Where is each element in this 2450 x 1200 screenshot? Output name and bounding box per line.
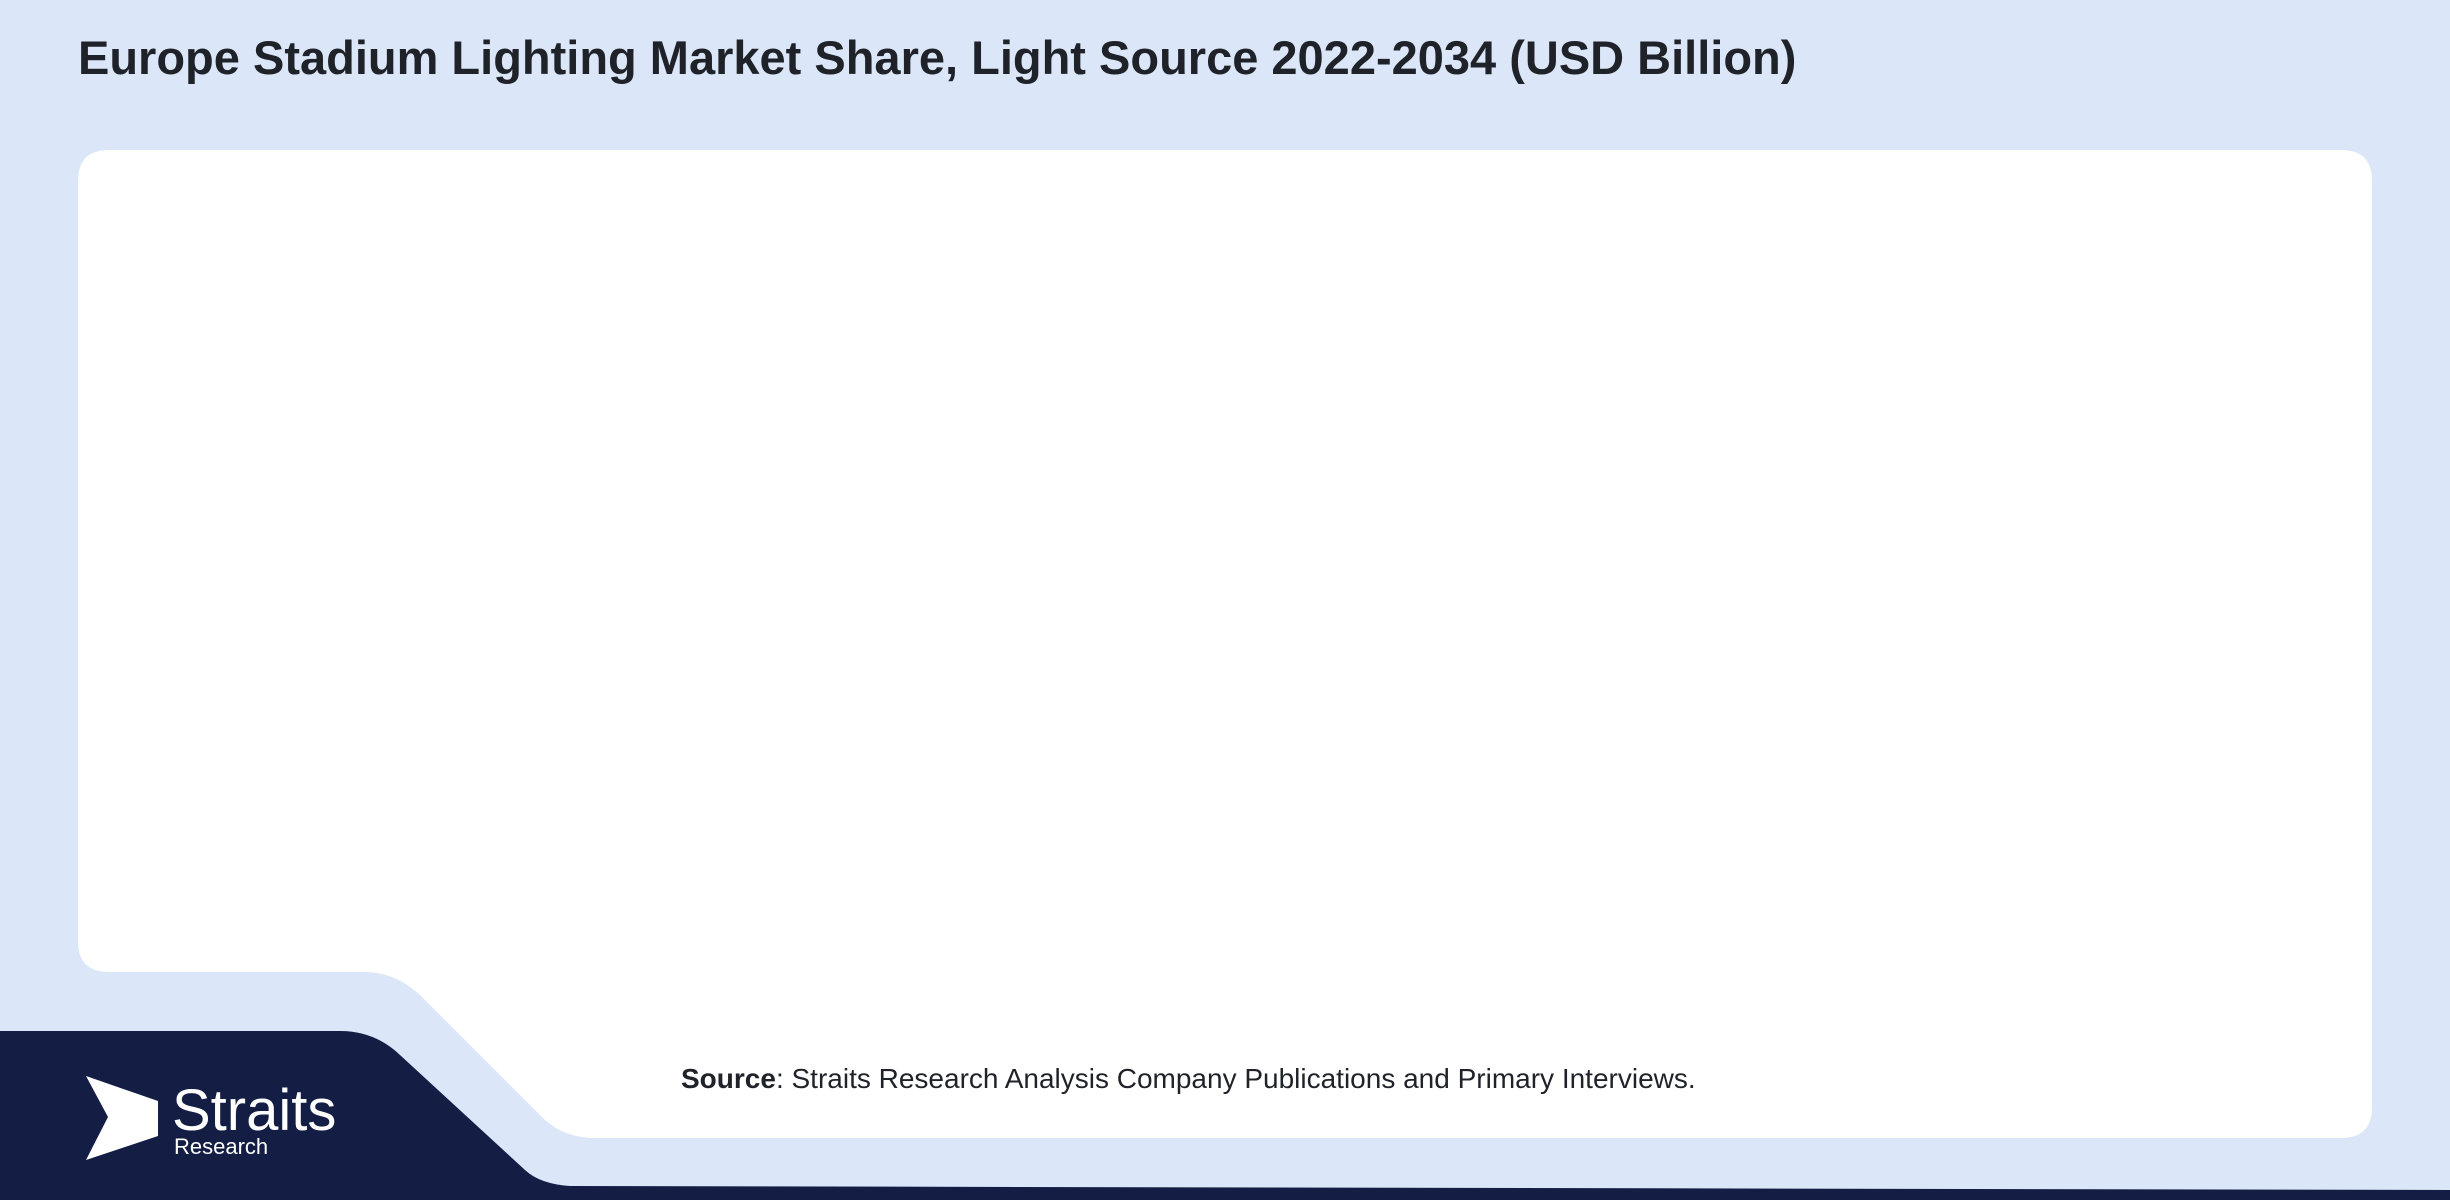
footer-band (0, 1031, 2450, 1200)
source-text: : Straits Research Analysis Company Publ… (776, 1063, 1696, 1094)
logo-icon (86, 1076, 158, 1160)
title: Europe Stadium Lighting Market Share, Li… (78, 31, 1796, 84)
source-label: Source (681, 1063, 776, 1094)
source-note: Source: Straits Research Analysis Compan… (681, 1063, 1696, 1094)
logo-name: Straits (172, 1078, 336, 1143)
logo: Straits Research (86, 1076, 336, 1160)
logo-sub: Research (174, 1134, 268, 1159)
chart-card (78, 150, 2372, 1138)
